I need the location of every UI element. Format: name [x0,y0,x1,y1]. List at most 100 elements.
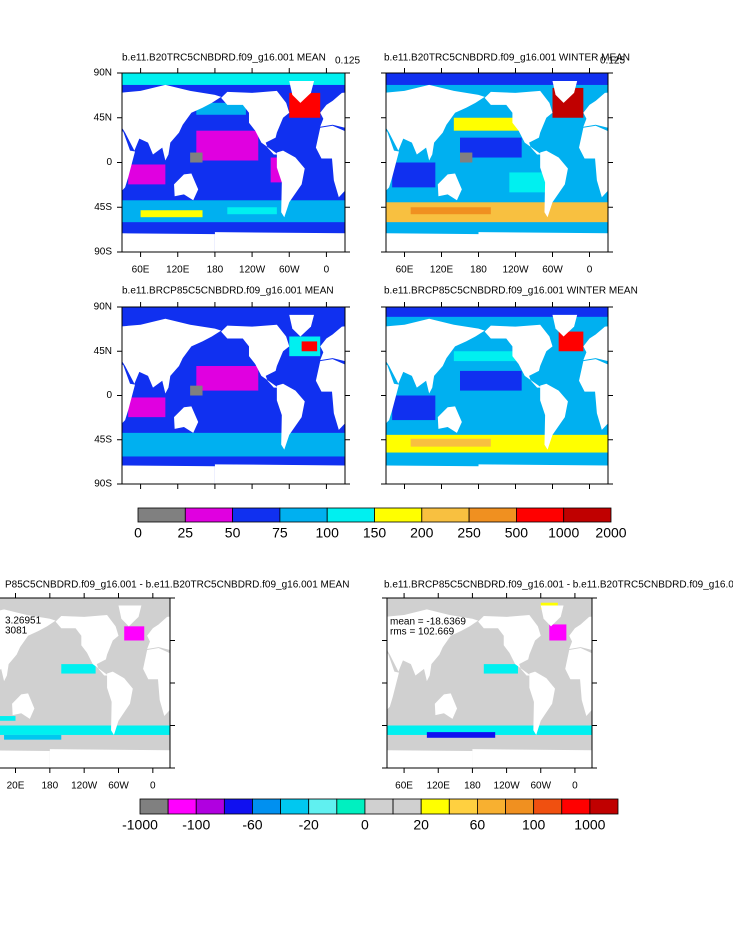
ocean-patch [196,366,259,391]
x-tick-label: 120W [239,265,266,276]
land [437,406,462,433]
land [0,750,50,768]
colorbar-box [280,798,310,815]
land [478,232,608,252]
ocean-patch [410,438,491,447]
ocean-patch [128,397,166,418]
colorbar-label: 100 [316,525,340,541]
x-tick-label: 20E [7,781,25,792]
ocean-patch [386,307,608,317]
land [218,693,240,719]
land [66,315,91,337]
land [315,125,345,198]
colorbar-box [468,507,517,523]
colorbar-box [326,507,375,523]
colorbar-label: -20 [299,817,319,833]
colorbar-label: 1000 [548,525,579,541]
annotation: rms = 102.669 [390,627,455,638]
annotation: 0.125 [335,56,360,67]
colorbar-label: 100 [522,817,546,833]
colorbar-box [232,507,281,523]
land [569,616,592,650]
colorbar-box [279,507,328,523]
land [289,314,315,337]
land [478,615,541,676]
land [276,383,305,450]
land [122,364,136,424]
colorbar-box [589,798,619,815]
x-tick-label: 120W [494,781,521,792]
land [434,693,458,719]
x-tick-label: 120E [430,265,454,276]
x-tick-label: 120E [166,265,190,276]
colorbar-box [561,798,591,815]
panel-title: b.e11.B20TRC5CNBDRD.f09_g16.001 WINTER M… [384,53,630,64]
colorbar-label: 2000 [595,525,626,541]
colorbar-box [195,798,225,815]
ocean-patch [4,734,62,740]
land [640,693,662,719]
colorbar-box [533,798,563,815]
land [55,615,119,676]
ocean-patch [122,307,345,317]
land [579,359,608,430]
colorbar: -1000 -100 -60 -20 0 20 60 100 1000 [122,798,619,833]
ocean-patch [386,73,608,85]
map [230,598,662,768]
colorbar-box [336,798,366,815]
land [484,324,553,388]
land [386,318,485,394]
annotation: mean = -18.6369 [390,617,466,628]
colorbar-label: 60 [470,817,486,833]
land [315,359,345,430]
x-tick-label: 180 [207,265,224,276]
colorbar-box [448,798,478,815]
ocean-patch [460,152,473,163]
ocean-patch [483,664,518,674]
colorbar-label: 20 [413,817,429,833]
x-tick-label: 120W [71,781,98,792]
colorbar-label: -100 [182,817,210,833]
land [214,232,345,252]
land [0,91,66,155]
y-tick-label: 0 [106,157,112,168]
ocean-patch [387,725,592,735]
colorbar-box [392,798,422,815]
y-tick-label: 90S [94,479,112,490]
colorbar-box [252,798,281,815]
land [324,672,350,735]
land [122,233,215,252]
x-tick-label: 0 [572,781,578,792]
colorbar-box [477,798,506,815]
map [0,73,345,252]
land [221,90,290,155]
ocean-patch [410,207,491,215]
panel-title: b.e11.BRCP85C5CNBDRD.f09_g16.001 - b.e11… [384,580,733,591]
land [143,648,170,717]
land [230,693,252,719]
land [54,384,82,450]
land [273,615,336,675]
annotation: 3.26951 [5,616,42,627]
colorbar-label: 0 [361,817,369,833]
y-tick-label: 45N [94,112,112,123]
ocean-patch [549,624,567,641]
ocean-patch [0,725,170,735]
x-tick-label: 60W [542,265,563,276]
colorbar-label: 25 [178,525,194,541]
colorbar-box [516,507,565,523]
ocean-patch [227,207,277,215]
land [660,173,684,200]
y-tick-label: 45S [94,202,112,213]
ocean-patch [460,370,522,391]
map [386,307,608,484]
colorbar-label: 250 [457,525,481,541]
panel-title: b.e11.B20TRC5CNBDRD.f09_g16.001 MEAN [122,53,326,64]
colorbar-label: 500 [505,525,529,541]
land [583,326,608,362]
y-tick-label: 45N [94,346,112,357]
land [0,325,66,388]
land [540,383,568,450]
y-tick-label: 90N [94,302,112,313]
y-tick-label: 90S [94,247,112,258]
